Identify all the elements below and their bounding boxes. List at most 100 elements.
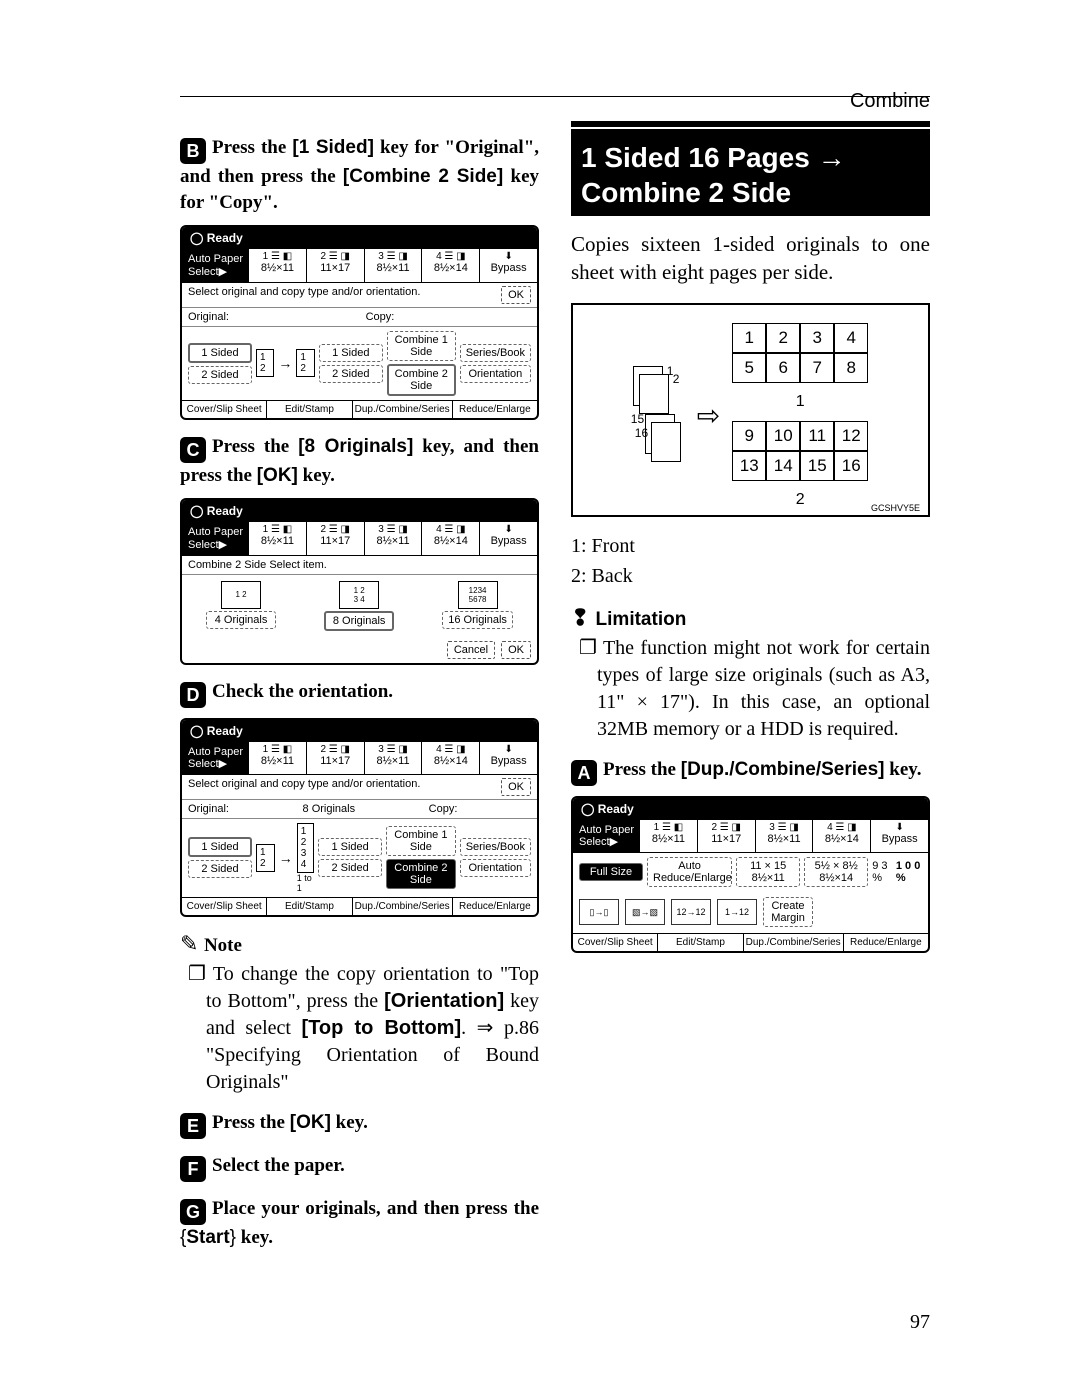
btn-create-margin[interactable]: Create Margin xyxy=(763,897,813,927)
step-2: BPress the [1 Sided] key for "Original",… xyxy=(180,135,539,215)
tab-edit-4[interactable]: Edit/Stamp xyxy=(658,934,743,951)
intro-text: Copies sixteen 1-sided originals to one … xyxy=(571,230,930,287)
tab-dup[interactable]: Dup./Combine/Series xyxy=(353,401,453,418)
limitation-body: The function might not work for certain … xyxy=(597,635,930,743)
btn-1sided[interactable]: 1 Sided xyxy=(188,343,252,363)
original-label-3: Original: xyxy=(188,803,229,815)
step-badge-5: E xyxy=(180,1113,206,1139)
arrow-icon-3: → xyxy=(279,850,293,866)
select-prompt-3: Select original and copy type and/or ori… xyxy=(188,778,420,796)
tab-dup-3[interactable]: Dup./Combine/Series xyxy=(353,898,453,915)
ratio-b[interactable]: 5½ × 8½ 8½×14 xyxy=(804,857,868,887)
page-number: 97 xyxy=(180,1311,930,1334)
lcd-screenshot-2: Ready Auto PaperSelect▶ 1 ☰ ◧8½×11 2 ☰ ◨… xyxy=(180,498,539,664)
step-badge-4: D xyxy=(180,682,206,708)
btn-fullsize[interactable]: Full Size xyxy=(579,863,643,881)
btn-2sided-c3[interactable]: 2 Sided xyxy=(318,859,382,877)
step-badge-6: F xyxy=(180,1156,206,1182)
btn-8orig[interactable]: 8 Originals xyxy=(324,611,394,631)
copy-label: Copy: xyxy=(366,311,395,323)
section-title: 1 Sided 16 Pages → Combine 2 Side xyxy=(571,129,930,216)
auto-paper-label: Auto PaperSelect▶ xyxy=(182,249,249,281)
front-back-labels: 1: Front 2: Back xyxy=(571,531,930,591)
tab-reduce[interactable]: Reduce/Enlarge xyxy=(453,401,537,418)
btn-comb1-3[interactable]: Combine 1 Side xyxy=(386,826,456,856)
stack-icon: 1 2 15 16 xyxy=(633,366,685,466)
btn-orient-3[interactable]: Orientation xyxy=(460,859,531,877)
back-grid: 9101112 13141516 xyxy=(732,421,868,481)
ratio-a[interactable]: 11 × 15 8½×11 xyxy=(736,857,800,887)
lcd-ready-3: Ready xyxy=(182,720,537,742)
ok-button-2[interactable]: OK xyxy=(501,641,531,659)
btn-autoreduce[interactable]: Auto Reduce/Enlarge xyxy=(647,857,732,887)
btn-combine2[interactable]: Combine 2 Side xyxy=(387,364,456,396)
original-label: Original: xyxy=(188,311,229,323)
left-column: BPress the [1 Sided] key for "Original",… xyxy=(180,121,539,1261)
tab-cover-4[interactable]: Cover/Slip Sheet xyxy=(573,934,658,951)
limitation-heading: Limitation xyxy=(571,605,930,631)
btn-combine1[interactable]: Combine 1 Side xyxy=(387,331,456,361)
step-7: GPlace your originals, and then press th… xyxy=(180,1196,539,1251)
step-badge-2: B xyxy=(180,138,206,164)
tab-edit-3[interactable]: Edit/Stamp xyxy=(267,898,352,915)
note-body: To change the copy orientation to "Top t… xyxy=(206,961,539,1096)
paper-trays-4[interactable]: 1 ☰ ◧8½×11 2 ☰ ◨11×17 3 ☰ ◨8½×11 4 ☰ ◨8½… xyxy=(640,820,928,852)
ratio-c: 9 3 % xyxy=(872,860,892,884)
btn-4orig[interactable]: 4 Originals xyxy=(206,611,276,629)
grid-label-1: 1 xyxy=(796,393,805,411)
tab-row[interactable]: Cover/Slip Sheet Edit/Stamp Dup./Combine… xyxy=(182,400,537,418)
dup-thumb-4[interactable]: 1→12 xyxy=(717,899,757,925)
diagram: 1 2 15 16 ⇨ 1234 5678 1 9101112 xyxy=(571,303,930,517)
copy-thumb-3: 1 23 4 xyxy=(297,823,314,873)
btn-16orig[interactable]: 16 Originals xyxy=(442,611,513,629)
tab-row-4[interactable]: Cover/Slip Sheet Edit/Stamp Dup./Combine… xyxy=(573,933,928,951)
tab-cover-3[interactable]: Cover/Slip Sheet xyxy=(182,898,267,915)
thumb-4orig: 1 2 xyxy=(221,581,261,609)
copy-thumb: 1 2 xyxy=(296,349,314,377)
arrow-right-icon: ⇨ xyxy=(697,399,720,432)
title-rule xyxy=(571,121,930,127)
lcd-ready-4: Ready xyxy=(573,798,928,820)
header-rule xyxy=(180,96,930,97)
ok-button[interactable]: OK xyxy=(501,286,531,304)
tab-dup-4[interactable]: Dup./Combine/Series xyxy=(744,934,844,951)
lcd-ready-2: Ready xyxy=(182,500,537,522)
btn-2sided[interactable]: 2 Sided xyxy=(188,366,252,384)
step-3: CPress the [8 Originals] key, and then p… xyxy=(180,434,539,489)
auto-paper-label-3: Auto PaperSelect▶ xyxy=(182,742,249,774)
dup-thumb-2[interactable]: ▧→▧ xyxy=(625,899,665,925)
btn-1sided-3[interactable]: 1 Sided xyxy=(188,837,252,857)
lcd-screenshot-1: Ready Auto PaperSelect▶ 1 ☰ ◧8½×11 2 ☰ ◨… xyxy=(180,225,539,419)
dup-thumb-3[interactable]: 12→12 xyxy=(671,899,711,925)
btn-series[interactable]: Series/Book xyxy=(460,344,531,362)
tab-reduce-3[interactable]: Reduce/Enlarge xyxy=(453,898,537,915)
copy-label-3: Copy: xyxy=(429,803,458,815)
dup-thumb-1[interactable]: ▯→▯ xyxy=(579,899,619,925)
ok-button-3[interactable]: OK xyxy=(501,778,531,796)
btn-2sided-3[interactable]: 2 Sided xyxy=(188,860,252,878)
btn-series-3[interactable]: Series/Book xyxy=(460,838,531,856)
paper-trays[interactable]: 1 ☰ ◧8½×11 2 ☰ ◨11×17 3 ☰ ◨8½×11 4 ☰ ◨8½… xyxy=(249,249,537,281)
diagram-code: GCSHVY5E xyxy=(871,503,920,513)
right-column: 1 Sided 16 Pages → Combine 2 Side Copies… xyxy=(571,121,930,1261)
paper-trays-3[interactable]: 1 ☰ ◧8½×11 2 ☰ ◨11×17 3 ☰ ◨8½×11 4 ☰ ◨8½… xyxy=(249,742,537,774)
combine-head: Combine 2 Side Select item. xyxy=(188,559,327,571)
front-grid: 1234 5678 xyxy=(732,323,868,383)
thumb-16orig: 12345678 xyxy=(458,581,498,609)
cancel-button[interactable]: Cancel xyxy=(447,641,495,659)
tab-cover[interactable]: Cover/Slip Sheet xyxy=(182,401,267,418)
lcd-ready: Ready xyxy=(182,227,537,249)
tab-row-3[interactable]: Cover/Slip Sheet Edit/Stamp Dup./Combine… xyxy=(182,897,537,915)
paper-trays-2[interactable]: 1 ☰ ◧8½×11 2 ☰ ◨11×17 3 ☰ ◨8½×11 4 ☰ ◨8½… xyxy=(249,522,537,554)
tab-reduce-4[interactable]: Reduce/Enlarge xyxy=(844,934,928,951)
btn-1sided-c3[interactable]: 1 Sided xyxy=(318,838,382,856)
btn-comb2-3[interactable]: Combine 2 Side xyxy=(386,859,456,889)
btn-orientation[interactable]: Orientation xyxy=(460,365,531,383)
step-4: DCheck the orientation. xyxy=(180,679,539,708)
thumb-8orig: 1 23 4 xyxy=(339,581,379,609)
btn-2sided-copy[interactable]: 2 Sided xyxy=(319,365,383,383)
step-badge-7: G xyxy=(180,1199,206,1225)
tab-edit[interactable]: Edit/Stamp xyxy=(267,401,352,418)
btn-1sided-copy[interactable]: 1 Sided xyxy=(319,344,383,362)
step-5: EPress the [OK] key. xyxy=(180,1110,539,1139)
